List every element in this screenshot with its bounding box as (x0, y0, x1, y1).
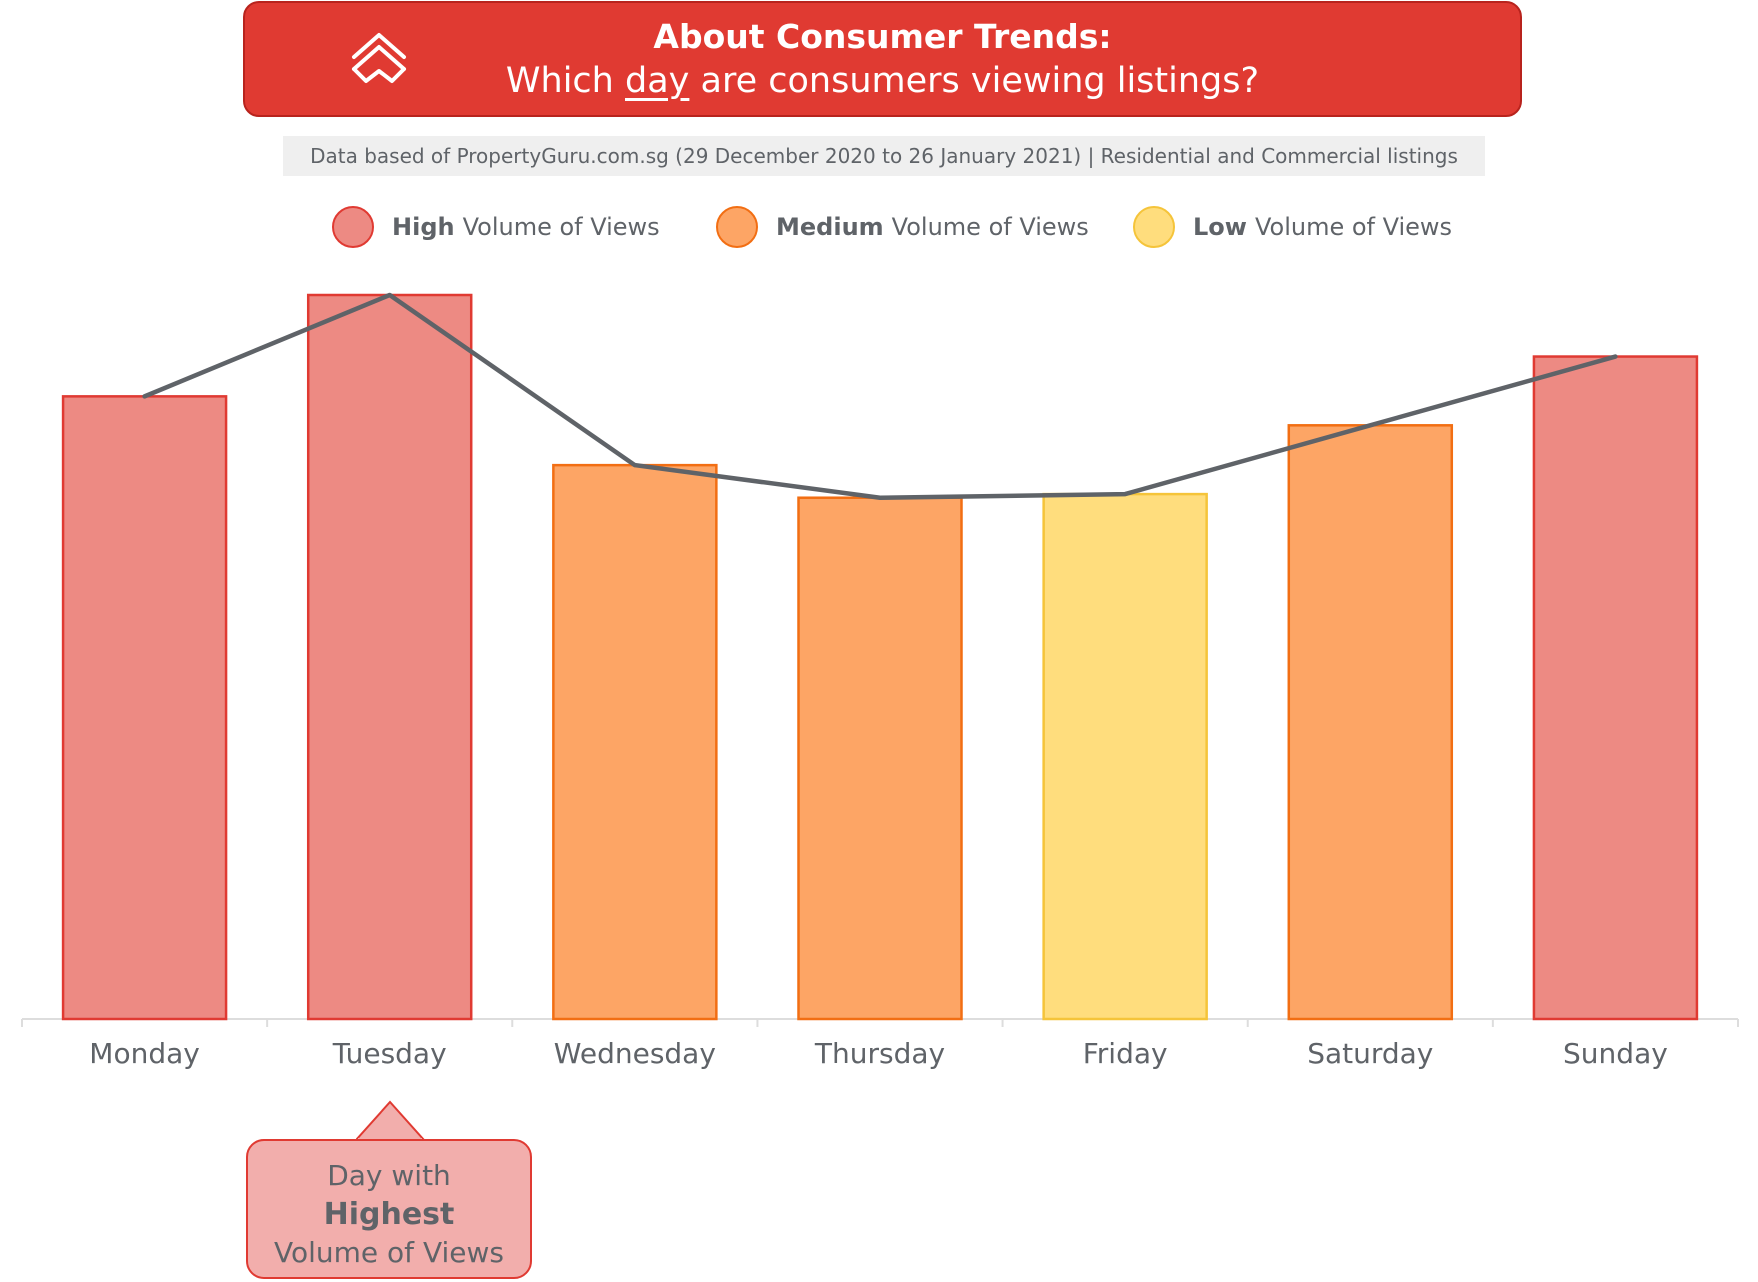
callout-arrow (356, 1100, 426, 1142)
legend-swatch-high (332, 206, 374, 248)
legend-low-text: Volume of Views (1254, 213, 1453, 241)
bar-thursday (797, 496, 963, 1021)
bar-saturday (1287, 424, 1454, 1021)
callout-line-3: Volume of Views (274, 1236, 504, 1269)
legend-medium-text: Volume of Views (891, 213, 1089, 241)
legend-high-bold: High (392, 213, 455, 241)
x-tick-label: Saturday (1307, 1037, 1433, 1070)
legend-item-low: Low Volume of Views (1133, 203, 1452, 251)
subtitle-underlined-word: day (625, 61, 690, 101)
trend-line (142, 292, 1618, 500)
legend-medium-bold: Medium (776, 213, 884, 241)
subtitle-pre: Which (505, 61, 625, 101)
chart-subtitle: Which day are consumers viewing listings… (245, 61, 1520, 101)
x-tick-label: Sunday (1563, 1037, 1668, 1070)
bar-tuesday (306, 293, 473, 1021)
callout-line-1: Day with (327, 1159, 451, 1192)
legend-high-text: Volume of Views (462, 213, 660, 241)
legend-swatch-low (1133, 206, 1175, 248)
x-tick-label: Monday (89, 1037, 200, 1070)
bar-sunday (1532, 355, 1699, 1021)
subtitle-post: are consumers viewing listings? (689, 61, 1260, 101)
x-tick-label: Tuesday (332, 1037, 447, 1070)
callout-line-2: Highest (323, 1197, 455, 1232)
legend-item-high: High Volume of Views (332, 203, 660, 251)
legend-item-medium: Medium Volume of Views (716, 203, 1089, 251)
bar-wednesday (552, 463, 718, 1021)
x-tick-label: Friday (1083, 1037, 1168, 1070)
propertyguru-logo-icon (352, 33, 406, 83)
legend-swatch-medium (716, 206, 758, 248)
bar-monday (61, 395, 228, 1021)
title-banner: About Consumer Trends: Which day are con… (243, 1, 1522, 117)
bar-friday (1042, 492, 1208, 1021)
x-tick-label: Wednesday (554, 1037, 716, 1070)
x-tick-label: Thursday (814, 1037, 945, 1070)
source-note: Data based of PropertyGuru.com.sg (29 De… (283, 136, 1485, 176)
chart-title: About Consumer Trends: (653, 17, 1112, 56)
legend-low-bold: Low (1193, 213, 1247, 241)
highest-day-callout: Day with Highest Volume of Views (246, 1139, 532, 1279)
